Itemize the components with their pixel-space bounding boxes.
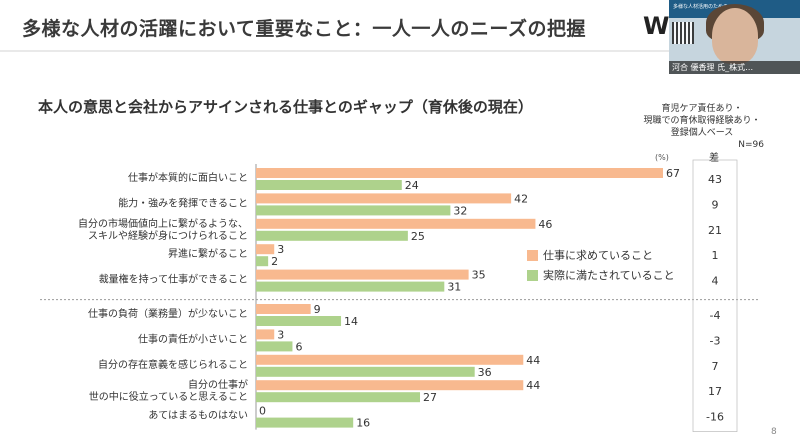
bar-wanted — [256, 354, 524, 365]
difference-column-header: 差 — [709, 153, 719, 164]
sample-size: N=96 — [738, 140, 764, 150]
data-label-actual: 14 — [344, 315, 358, 328]
data-label-wanted: 67 — [666, 167, 680, 180]
data-label-actual: 36 — [478, 366, 492, 379]
category-label: 裁量権を持って仕事ができること — [99, 273, 248, 286]
webcam-video-tile[interactable]: 多様な人材活用のための… 河合 優香理 氏_株式… — [669, 0, 800, 74]
bar-wanted — [256, 218, 536, 229]
data-label-wanted: 44 — [526, 379, 540, 392]
legend-swatch-wanted — [527, 249, 538, 261]
bar-actual — [256, 230, 408, 241]
legend-swatch-actual — [527, 269, 538, 281]
bar-actual — [256, 281, 445, 292]
difference-value: -4 — [710, 309, 721, 322]
chart-title: 本人の意思と会社からアサインされる仕事とのギャップ（育休後の現在） — [38, 98, 533, 116]
title-divider — [0, 50, 800, 52]
category-label: 昇進に繋がること — [168, 247, 248, 260]
category-label: 仕事が本質的に面白いこと — [128, 171, 248, 184]
data-label-wanted: 44 — [526, 354, 540, 367]
difference-value: 1 — [712, 249, 719, 262]
participant-face — [712, 8, 758, 64]
difference-value: -16 — [706, 411, 724, 424]
bar-wanted — [256, 269, 469, 280]
difference-value: 17 — [708, 385, 722, 398]
data-label-wanted: 0 — [259, 405, 266, 418]
bar-actual — [256, 316, 342, 326]
difference-column-frame — [692, 159, 738, 432]
data-label-actual: 24 — [405, 179, 419, 192]
sample-note-line-1: 育児ケア責任あり・ — [661, 104, 743, 114]
sample-note: 育児ケア責任あり・ 現職での育休取得経験あり・ 登録個人ベース N=96 — [640, 103, 764, 151]
data-label-actual: 32 — [453, 204, 467, 217]
bar-actual — [256, 417, 354, 428]
bar-actual — [256, 392, 421, 403]
qr-code-icon — [672, 22, 694, 44]
difference-value: 4 — [712, 275, 719, 288]
bar-wanted — [256, 168, 663, 178]
bar-wanted — [256, 193, 512, 204]
percent-unit-label: (%) — [655, 153, 669, 162]
difference-value: 7 — [712, 360, 719, 373]
bar-actual — [256, 205, 451, 216]
legend-label-actual: 実際に満たされていること — [543, 269, 675, 282]
participant-name: 河合 優香理 氏_株式… — [672, 63, 754, 72]
data-label-actual: 31 — [447, 281, 461, 294]
bar-actual — [256, 341, 293, 352]
participant-name-bar: 河合 優香理 氏_株式… — [669, 61, 800, 74]
legend-item-actual: 実際に満たされていること — [527, 266, 675, 284]
sample-note-line-3: 登録個人ベース — [670, 128, 734, 138]
data-label-wanted: 3 — [277, 243, 284, 256]
category-label: 自分の仕事が世の中に役立っていると思えること — [89, 378, 248, 403]
data-label-wanted: 46 — [538, 218, 552, 231]
data-label-wanted: 35 — [472, 269, 486, 282]
data-label-actual: 16 — [356, 417, 370, 430]
data-label-wanted: 9 — [314, 303, 321, 316]
bar-actual — [256, 180, 402, 190]
video-banner-text: 多様な人材活用のための… — [673, 4, 734, 10]
difference-value: 9 — [712, 198, 719, 211]
data-label-actual: 2 — [271, 255, 278, 268]
bar-wanted — [256, 380, 524, 391]
legend-label-wanted: 仕事に求めていること — [543, 249, 653, 262]
slide-title: 多様な人材の活躍において重要なこと：一人一人のニーズの把握 — [22, 18, 586, 40]
legend-item-wanted: 仕事に求めていること — [527, 246, 675, 264]
data-label-actual: 6 — [295, 340, 302, 353]
category-label: 仕事の責任が小さいこと — [138, 332, 248, 345]
category-label: あてはまるものはない — [148, 410, 248, 422]
bar-actual — [256, 256, 269, 267]
category-label: 能力・強みを発揮できること — [118, 196, 248, 209]
data-label-actual: 27 — [423, 391, 437, 404]
difference-value: -3 — [710, 334, 721, 347]
category-label: 自分の存在意義を感じられること — [98, 358, 248, 371]
difference-value: 21 — [708, 224, 722, 237]
category-label: 自分の市場価値向上に繋がるような、スキルや経験が身につけられること — [78, 217, 248, 242]
page-number: 8 — [771, 427, 777, 437]
category-label: 仕事の負荷（業務量）が少ないこと — [88, 307, 248, 320]
data-label-actual: 25 — [411, 230, 425, 243]
slide-header: 多様な人材の活躍において重要なこと：一人一人のニーズの把握 W — [0, 0, 800, 58]
company-logo: W — [643, 12, 670, 40]
bar-actual — [256, 366, 475, 377]
bar-wanted — [256, 244, 275, 255]
chart-legend: 仕事に求めていること 実際に満たされていること — [527, 246, 675, 286]
sample-note-line-2: 現職での育休取得経験あり・ — [643, 116, 761, 126]
difference-value: 43 — [708, 173, 722, 186]
data-label-wanted: 3 — [277, 328, 284, 341]
data-label-wanted: 42 — [514, 192, 528, 205]
bar-wanted — [256, 304, 311, 314]
bar-wanted — [256, 329, 275, 340]
